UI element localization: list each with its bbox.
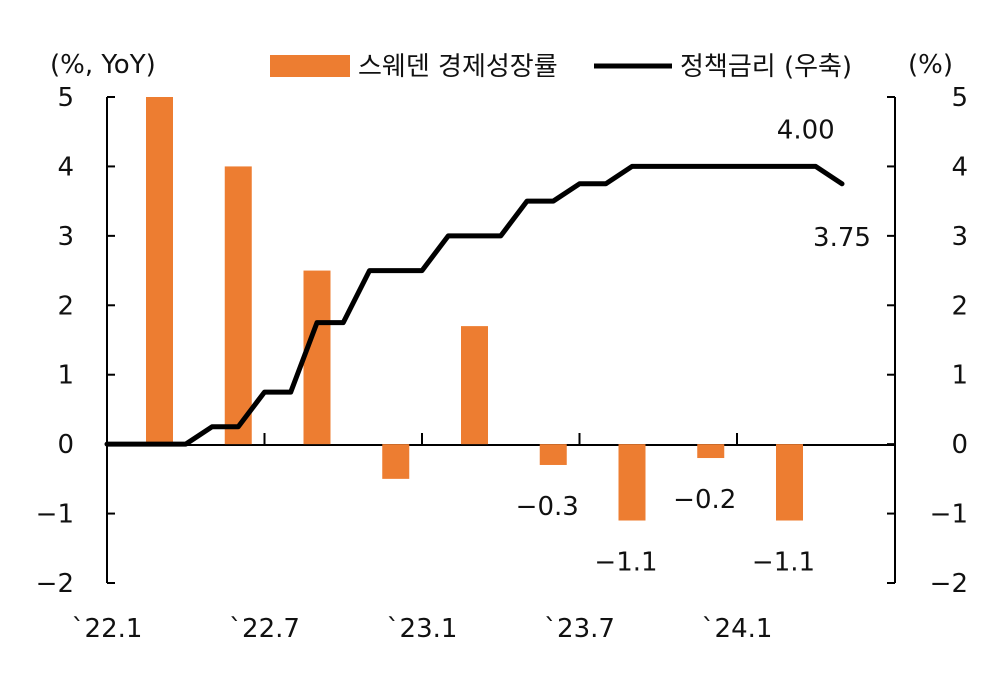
left-tick-label: 5 (57, 83, 74, 113)
bar (539, 444, 567, 465)
bar (461, 326, 488, 445)
data-labels: 4.00 3.75 −0.3 −1.1 −0.2 −1.1 (516, 115, 871, 577)
bar (618, 444, 646, 521)
legend: 스웨덴 경제성장률 정책금리 (우축) (270, 52, 852, 82)
bar (303, 270, 331, 445)
left-tick-label: 4 (57, 152, 74, 182)
bar (224, 166, 252, 445)
right-tick-label: 4 (951, 152, 968, 182)
right-tick-label: −1 (930, 500, 968, 530)
data-label: −0.2 (673, 485, 736, 515)
left-axis-ticks: 5 4 3 2 1 0 −1 −2 (36, 83, 115, 599)
axes (106, 97, 896, 583)
left-tick-label: −1 (36, 500, 74, 530)
legend-line-label: 정책금리 (우축) (680, 52, 852, 82)
bar (776, 444, 803, 521)
x-tick-label: `23.1 (387, 614, 458, 644)
bar-series (146, 97, 803, 521)
legend-bar-label: 스웨덴 경제성장률 (358, 52, 558, 82)
right-axis-unit: (%) (908, 50, 953, 80)
bar (146, 97, 173, 445)
left-tick-label: −2 (36, 569, 74, 599)
x-tick-label: `22.1 (72, 614, 143, 644)
line-series (104, 163, 845, 447)
right-tick-label: 5 (951, 83, 968, 113)
data-label: −0.3 (516, 492, 579, 522)
bar (382, 444, 410, 479)
data-label: 3.75 (813, 223, 871, 253)
left-tick-label: 0 (57, 430, 74, 460)
right-tick-label: 2 (951, 291, 968, 321)
x-axis-ticks: `22.1 `22.7 `23.1 `23.7 `24.1 (72, 433, 773, 644)
legend-bar-swatch (270, 55, 350, 77)
data-label: 4.00 (777, 115, 835, 145)
left-tick-label: 2 (57, 291, 74, 321)
data-label: −1.1 (594, 548, 657, 578)
right-tick-label: 0 (951, 430, 968, 460)
right-tick-label: −2 (930, 569, 968, 599)
policy-rate-line (104, 163, 845, 447)
right-tick-label: 1 (951, 361, 968, 391)
x-tick-label: `22.7 (229, 614, 300, 644)
x-tick-label: `24.1 (702, 614, 773, 644)
left-tick-label: 3 (57, 222, 74, 252)
right-axis-ticks: 5 4 3 2 1 0 −1 −2 (887, 83, 968, 599)
bar (697, 444, 725, 459)
left-axis-unit: (%, YoY) (50, 50, 156, 80)
data-label: −1.1 (752, 548, 815, 578)
right-tick-label: 3 (951, 222, 968, 252)
left-tick-label: 1 (57, 361, 74, 391)
x-tick-label: `23.7 (544, 614, 615, 644)
